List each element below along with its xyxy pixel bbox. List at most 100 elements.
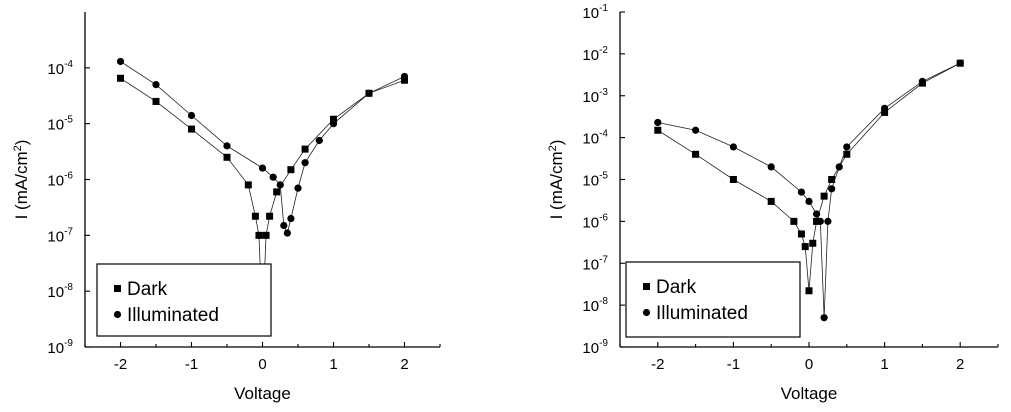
y-axis-label-exponent: 2	[12, 145, 24, 151]
y-axis-label: I (mA/cm2)	[547, 140, 566, 220]
legend-box	[625, 261, 801, 338]
illuminated-point	[258, 164, 267, 172]
dark-point	[330, 115, 337, 123]
y-tick-label: 10-7	[47, 226, 73, 245]
dark-point	[790, 217, 798, 225]
illuminated-point	[956, 59, 964, 67]
dark-point	[262, 231, 270, 239]
y-tick-base: 10	[582, 5, 599, 22]
legend: Dark Illuminated	[625, 261, 801, 338]
y-tick-label: 10-8	[47, 282, 73, 301]
y-tick-exponent: -2	[599, 45, 608, 56]
illuminated-point	[812, 210, 821, 218]
illuminated-point	[881, 104, 889, 112]
illuminated-point	[301, 159, 309, 167]
illuminated-point	[223, 142, 231, 150]
dark-point	[797, 230, 805, 238]
y-tick-base: 10	[47, 284, 64, 301]
chart-2: -2 -1 0 1 210-910-810-710-610-510-410-310-21…	[547, 3, 999, 403]
dark-point	[654, 126, 662, 134]
dark-point	[729, 176, 737, 183]
illuminated-point	[365, 89, 373, 97]
y-tick-base: 10	[582, 89, 599, 106]
y-axis-label-exponent: 2	[547, 145, 559, 151]
illuminated-point	[816, 217, 824, 225]
dark-point	[255, 231, 263, 239]
dark-point	[287, 166, 295, 174]
chart-1: -2 -1 0 1 210-910-810-710-610-510-4VoltageI …	[12, 12, 441, 403]
x-tick-label: 2	[956, 356, 964, 373]
x-tick-label: 2	[400, 356, 408, 373]
y-axis-label-main: I (mA/cm	[12, 151, 31, 219]
y-tick-label: 10-6	[47, 171, 73, 190]
illuminated-point	[835, 163, 843, 171]
illuminated-point	[116, 57, 125, 66]
y-tick-label: 10-3	[582, 87, 608, 106]
y-tick-base: 10	[582, 214, 599, 231]
y-tick-label: 10-9	[47, 338, 73, 357]
illuminated-point	[400, 72, 409, 81]
legend-illuminated-marker	[642, 308, 651, 317]
illuminated-point	[767, 163, 775, 171]
series-line-illuminated	[657, 62, 961, 318]
illuminated-point	[692, 126, 700, 134]
legend-dark-marker	[114, 285, 121, 292]
y-tick-exponent: -4	[599, 129, 608, 140]
illuminated-point	[187, 111, 196, 120]
y-tick-label: 10-5	[47, 115, 73, 134]
illuminated-point	[283, 229, 291, 237]
dark-point	[820, 192, 828, 200]
x-tick-label: -2	[114, 356, 127, 373]
y-tick-exponent: -4	[64, 59, 73, 70]
x-tick-label: 0	[805, 356, 813, 373]
dark-point	[273, 188, 281, 196]
dark-point	[301, 145, 309, 153]
y-tick-exponent: -5	[599, 171, 608, 182]
y-tick-base: 10	[582, 173, 599, 190]
dark-point	[767, 197, 775, 205]
dark-point	[266, 212, 274, 220]
series-line-dark	[657, 62, 961, 291]
series-line-illuminated	[120, 61, 405, 235]
dark-point	[152, 97, 160, 105]
illuminated-point	[329, 120, 338, 128]
dark-point	[809, 239, 817, 247]
y-tick-label: 10-6	[582, 212, 608, 231]
x-tick-label: -1	[185, 356, 198, 373]
legend-label: Dark	[127, 279, 168, 300]
x-tick-label: 0	[258, 356, 266, 373]
y-tick-label: 10-2	[582, 45, 608, 64]
illuminated-point	[729, 143, 738, 151]
x-tick-label: 1	[329, 356, 337, 373]
illuminated-point	[294, 184, 302, 192]
illuminated-point	[820, 314, 828, 322]
y-tick-exponent: -6	[64, 171, 73, 182]
y-tick-exponent: -1	[599, 3, 608, 14]
y-tick-base: 10	[47, 228, 64, 245]
dark-point	[117, 74, 124, 82]
y-tick-base: 10	[47, 340, 64, 357]
illuminated-point	[918, 77, 927, 86]
y-tick-label: 10-7	[582, 254, 608, 273]
legend-label: Dark	[656, 277, 697, 298]
y-tick-label: 10-4	[47, 59, 73, 78]
illuminated-point	[805, 197, 813, 205]
dark-point	[188, 125, 195, 133]
dark-point	[843, 150, 851, 158]
x-tick-label: -2	[651, 356, 664, 373]
y-tick-exponent: -7	[64, 226, 73, 237]
y-tick-label: 10-1	[582, 3, 608, 22]
x-axis-label: Voltage	[234, 384, 291, 403]
y-axis-label-close: )	[547, 140, 566, 146]
dark-point	[881, 108, 889, 116]
illuminated-point	[152, 81, 160, 89]
dark-point	[813, 217, 821, 225]
illuminated-point	[797, 188, 806, 196]
y-tick-base: 10	[582, 298, 599, 315]
y-tick-base: 10	[47, 173, 64, 190]
y-tick-base: 10	[47, 117, 64, 134]
y-axis-label-close: )	[12, 140, 31, 146]
illuminated-point	[824, 217, 832, 225]
